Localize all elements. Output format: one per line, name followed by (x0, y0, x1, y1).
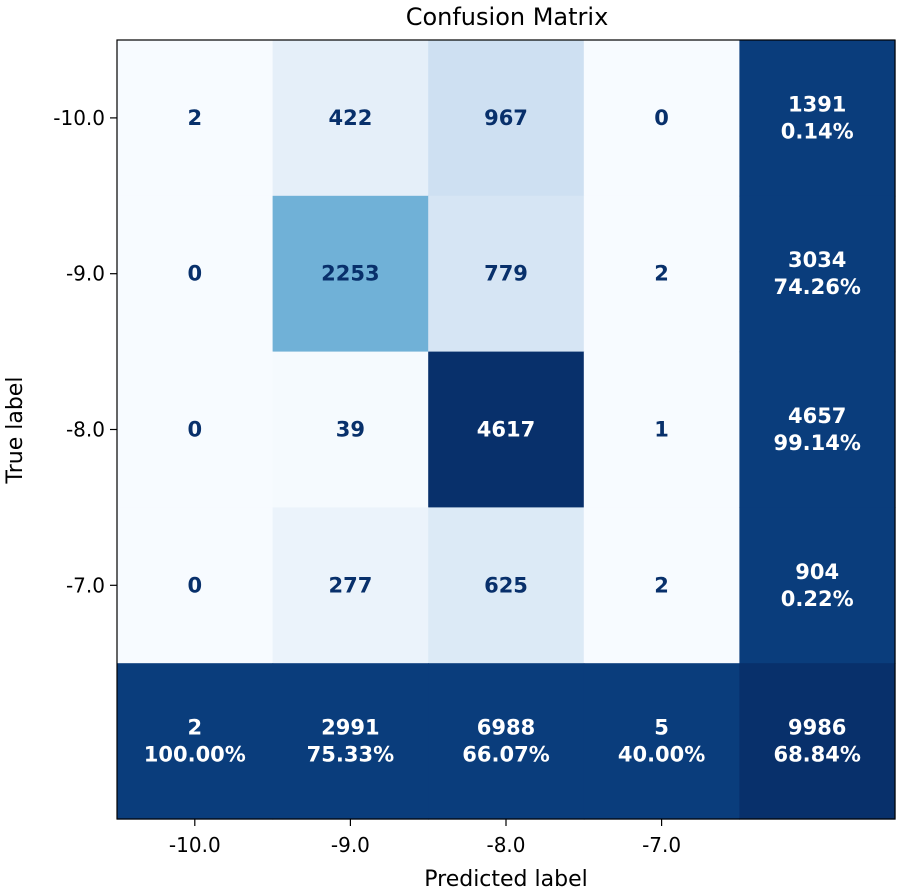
matrix-cell (272, 40, 429, 197)
matrix-cell-label: 967 (484, 106, 528, 130)
matrix-cell (117, 351, 274, 508)
row-total-label: 904 0.22% (781, 560, 854, 611)
x-axis-label: Predicted label (424, 867, 587, 892)
matrix-cell (272, 351, 429, 508)
x-tick-label: -7.0 (642, 833, 681, 857)
matrix-cell (428, 195, 585, 353)
matrix-cell-label: 625 (484, 573, 528, 597)
x-tick-label: -10.0 (169, 833, 221, 857)
matrix-cell-label: 0 (187, 418, 202, 442)
matrix-cell (583, 195, 740, 353)
matrix-cell (583, 40, 740, 197)
column-total-cell (583, 663, 740, 820)
matrix-cell-label: 2 (654, 262, 669, 286)
column-total-label: 2 100.00% (144, 716, 246, 767)
grand-total-label: 9986 68.84% (773, 716, 860, 767)
matrix-cell-label: 0 (187, 262, 202, 286)
y-tick-label: -10.0 (53, 106, 105, 130)
matrix-cell (428, 507, 585, 664)
column-total-label: 5 40.00% (618, 716, 705, 767)
row-total-cell (739, 40, 896, 197)
column-total-label: 6988 66.07% (462, 716, 549, 767)
matrix-cell-label: 4617 (477, 418, 535, 442)
matrix-cell (583, 351, 740, 508)
row-total-cell (739, 195, 896, 353)
row-total-label: 1391 0.14% (781, 92, 854, 143)
y-axis-ticks: -10.0 -9.0 -8.0 -7.0 (53, 106, 117, 597)
matrix-cell-label: 1 (654, 418, 669, 442)
matrix-cell-label: 0 (654, 106, 669, 130)
matrix-cell-label: 39 (336, 418, 365, 442)
chart-title: Confusion Matrix (406, 3, 609, 31)
row-total-label: 3034 74.26% (773, 248, 860, 299)
matrix-cell (272, 507, 429, 664)
matrix-cell-label: 277 (328, 573, 372, 597)
row-total-cell (739, 351, 896, 508)
matrix-cell (272, 195, 429, 353)
column-total-label: 2991 75.33% (307, 716, 394, 767)
column-total-cell (117, 663, 274, 820)
heatmap-cells: 2 422 967 0 0 2253 779 2 0 39 4617 1 0 277 625 2 1391 0.1… (117, 40, 896, 820)
x-tick-label: -9.0 (331, 833, 370, 857)
matrix-cell-label: 2253 (321, 262, 379, 286)
plot-frame (116, 39, 896, 820)
y-tick-label: -9.0 (66, 262, 105, 286)
y-tick-label: -8.0 (66, 418, 105, 442)
row-total-label: 4657 99.14% (773, 404, 860, 455)
matrix-cell (428, 40, 585, 197)
matrix-cell (117, 195, 274, 353)
matrix-cell-label: 2 (187, 106, 202, 130)
matrix-cell (117, 507, 274, 664)
matrix-cell-label: 422 (328, 106, 372, 130)
matrix-cell (117, 40, 274, 197)
matrix-cell-label: 0 (187, 573, 202, 597)
row-total-cell (739, 507, 896, 664)
matrix-cell (428, 351, 585, 508)
y-axis-label: True label (3, 377, 28, 485)
x-tick-label: -8.0 (486, 833, 525, 857)
matrix-cell-label: 779 (484, 262, 528, 286)
y-tick-label: -7.0 (66, 573, 105, 597)
matrix-cell-label: 2 (654, 573, 669, 597)
column-total-cell (272, 663, 429, 820)
grand-total-cell (739, 663, 896, 820)
x-axis-ticks: -10.0 -9.0 -8.0 -7.0 (169, 819, 681, 857)
column-total-cell (428, 663, 585, 820)
matrix-cell (583, 507, 740, 664)
